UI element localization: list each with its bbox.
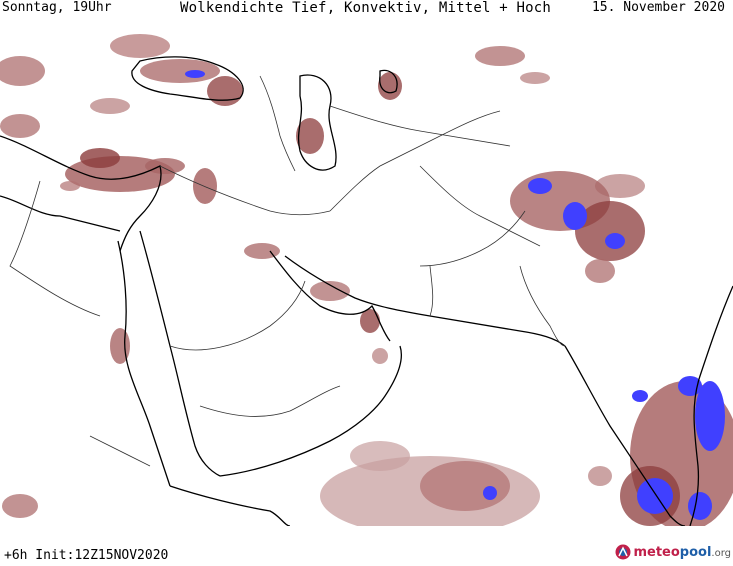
iran-coast: [284, 255, 566, 347]
cloud-patch: [244, 243, 280, 259]
model-run-info: +6h Init:12Z15NOV2020: [4, 548, 169, 563]
cloud-patch: [588, 466, 612, 486]
border-layer: [9, 75, 566, 467]
convective-cell: [563, 202, 587, 230]
country-border: [9, 180, 101, 317]
cloud-patch: [140, 59, 220, 83]
cloud-patch: [0, 56, 45, 86]
cloud-patch: [595, 174, 645, 198]
country-border: [429, 265, 434, 317]
cloud-patch: [520, 72, 550, 84]
coastline-layer: [0, 56, 733, 526]
forecast-time-label: Sonntag, 19Uhr: [2, 0, 112, 15]
persian-gulf-coast: [269, 250, 391, 342]
cloud-patch: [90, 98, 130, 114]
red-sea-east-coast: [139, 230, 221, 477]
logo-text: meteopool.org: [633, 545, 731, 560]
cloud-patch: [110, 328, 130, 364]
cloud-patch: [378, 72, 402, 100]
cloud-patch: [193, 168, 217, 204]
country-border: [419, 165, 541, 247]
arabia-south-coast: [219, 345, 402, 477]
cloud-patch: [575, 201, 645, 261]
aral-sea-coast: [379, 69, 398, 94]
country-border: [419, 210, 526, 267]
country-border: [329, 110, 501, 212]
country-border: [199, 385, 341, 417]
cloud-patch: [296, 118, 324, 154]
convective-cell: [185, 70, 205, 78]
cloud-patch: [207, 76, 243, 106]
cloud-patch: [420, 461, 510, 511]
cloud-patch: [360, 309, 380, 333]
convective-cell: [528, 178, 552, 194]
country-border: [159, 165, 331, 216]
levant-coast: [0, 135, 162, 252]
country-border: [89, 435, 151, 467]
cloud-patch: [310, 281, 350, 301]
cloud-patch: [0, 114, 40, 138]
cloud-patch: [2, 494, 38, 518]
convective-cell: [695, 381, 725, 451]
meteopool-logo[interactable]: meteopool.org: [615, 544, 731, 560]
red-sea-west-coast: [117, 240, 171, 487]
cloud-patch: [350, 441, 410, 471]
map-title: Wolkendichte Tief, Konvektiv, Mittel + H…: [180, 0, 552, 16]
forecast-date: 15. November 2020: [591, 0, 725, 15]
logo-brand-b: pool: [679, 544, 712, 560]
country-border: [329, 105, 511, 147]
convective-cell: [605, 233, 625, 249]
logo-suffix: .org: [711, 547, 731, 559]
country-border: [519, 265, 566, 347]
convective-layer: [185, 70, 725, 520]
convective-cell: [632, 390, 648, 402]
country-border: [259, 75, 296, 172]
black-sea-coast: [131, 56, 244, 101]
cloud-density-map: [0, 16, 733, 526]
india-east-coast: [689, 285, 733, 526]
cloud-patch: [372, 348, 388, 364]
india-west-coast: [564, 345, 686, 526]
caspian-sea-coast: [297, 74, 337, 171]
meteopool-logo-icon: [615, 544, 631, 560]
country-border: [169, 280, 306, 351]
logo-brand-a: meteo: [633, 544, 680, 560]
convective-cell: [637, 478, 673, 514]
cloud-patch: [145, 158, 185, 174]
convective-cell: [688, 492, 712, 520]
cloud-patch: [475, 46, 525, 66]
cloud-patch: [585, 259, 615, 283]
north-africa-coast: [0, 195, 121, 232]
cloud-patch: [60, 181, 80, 191]
cloud-patch: [110, 34, 170, 58]
convective-cell: [483, 486, 497, 500]
cloud-patch: [80, 148, 120, 168]
horn-of-africa-coast: [169, 485, 291, 526]
